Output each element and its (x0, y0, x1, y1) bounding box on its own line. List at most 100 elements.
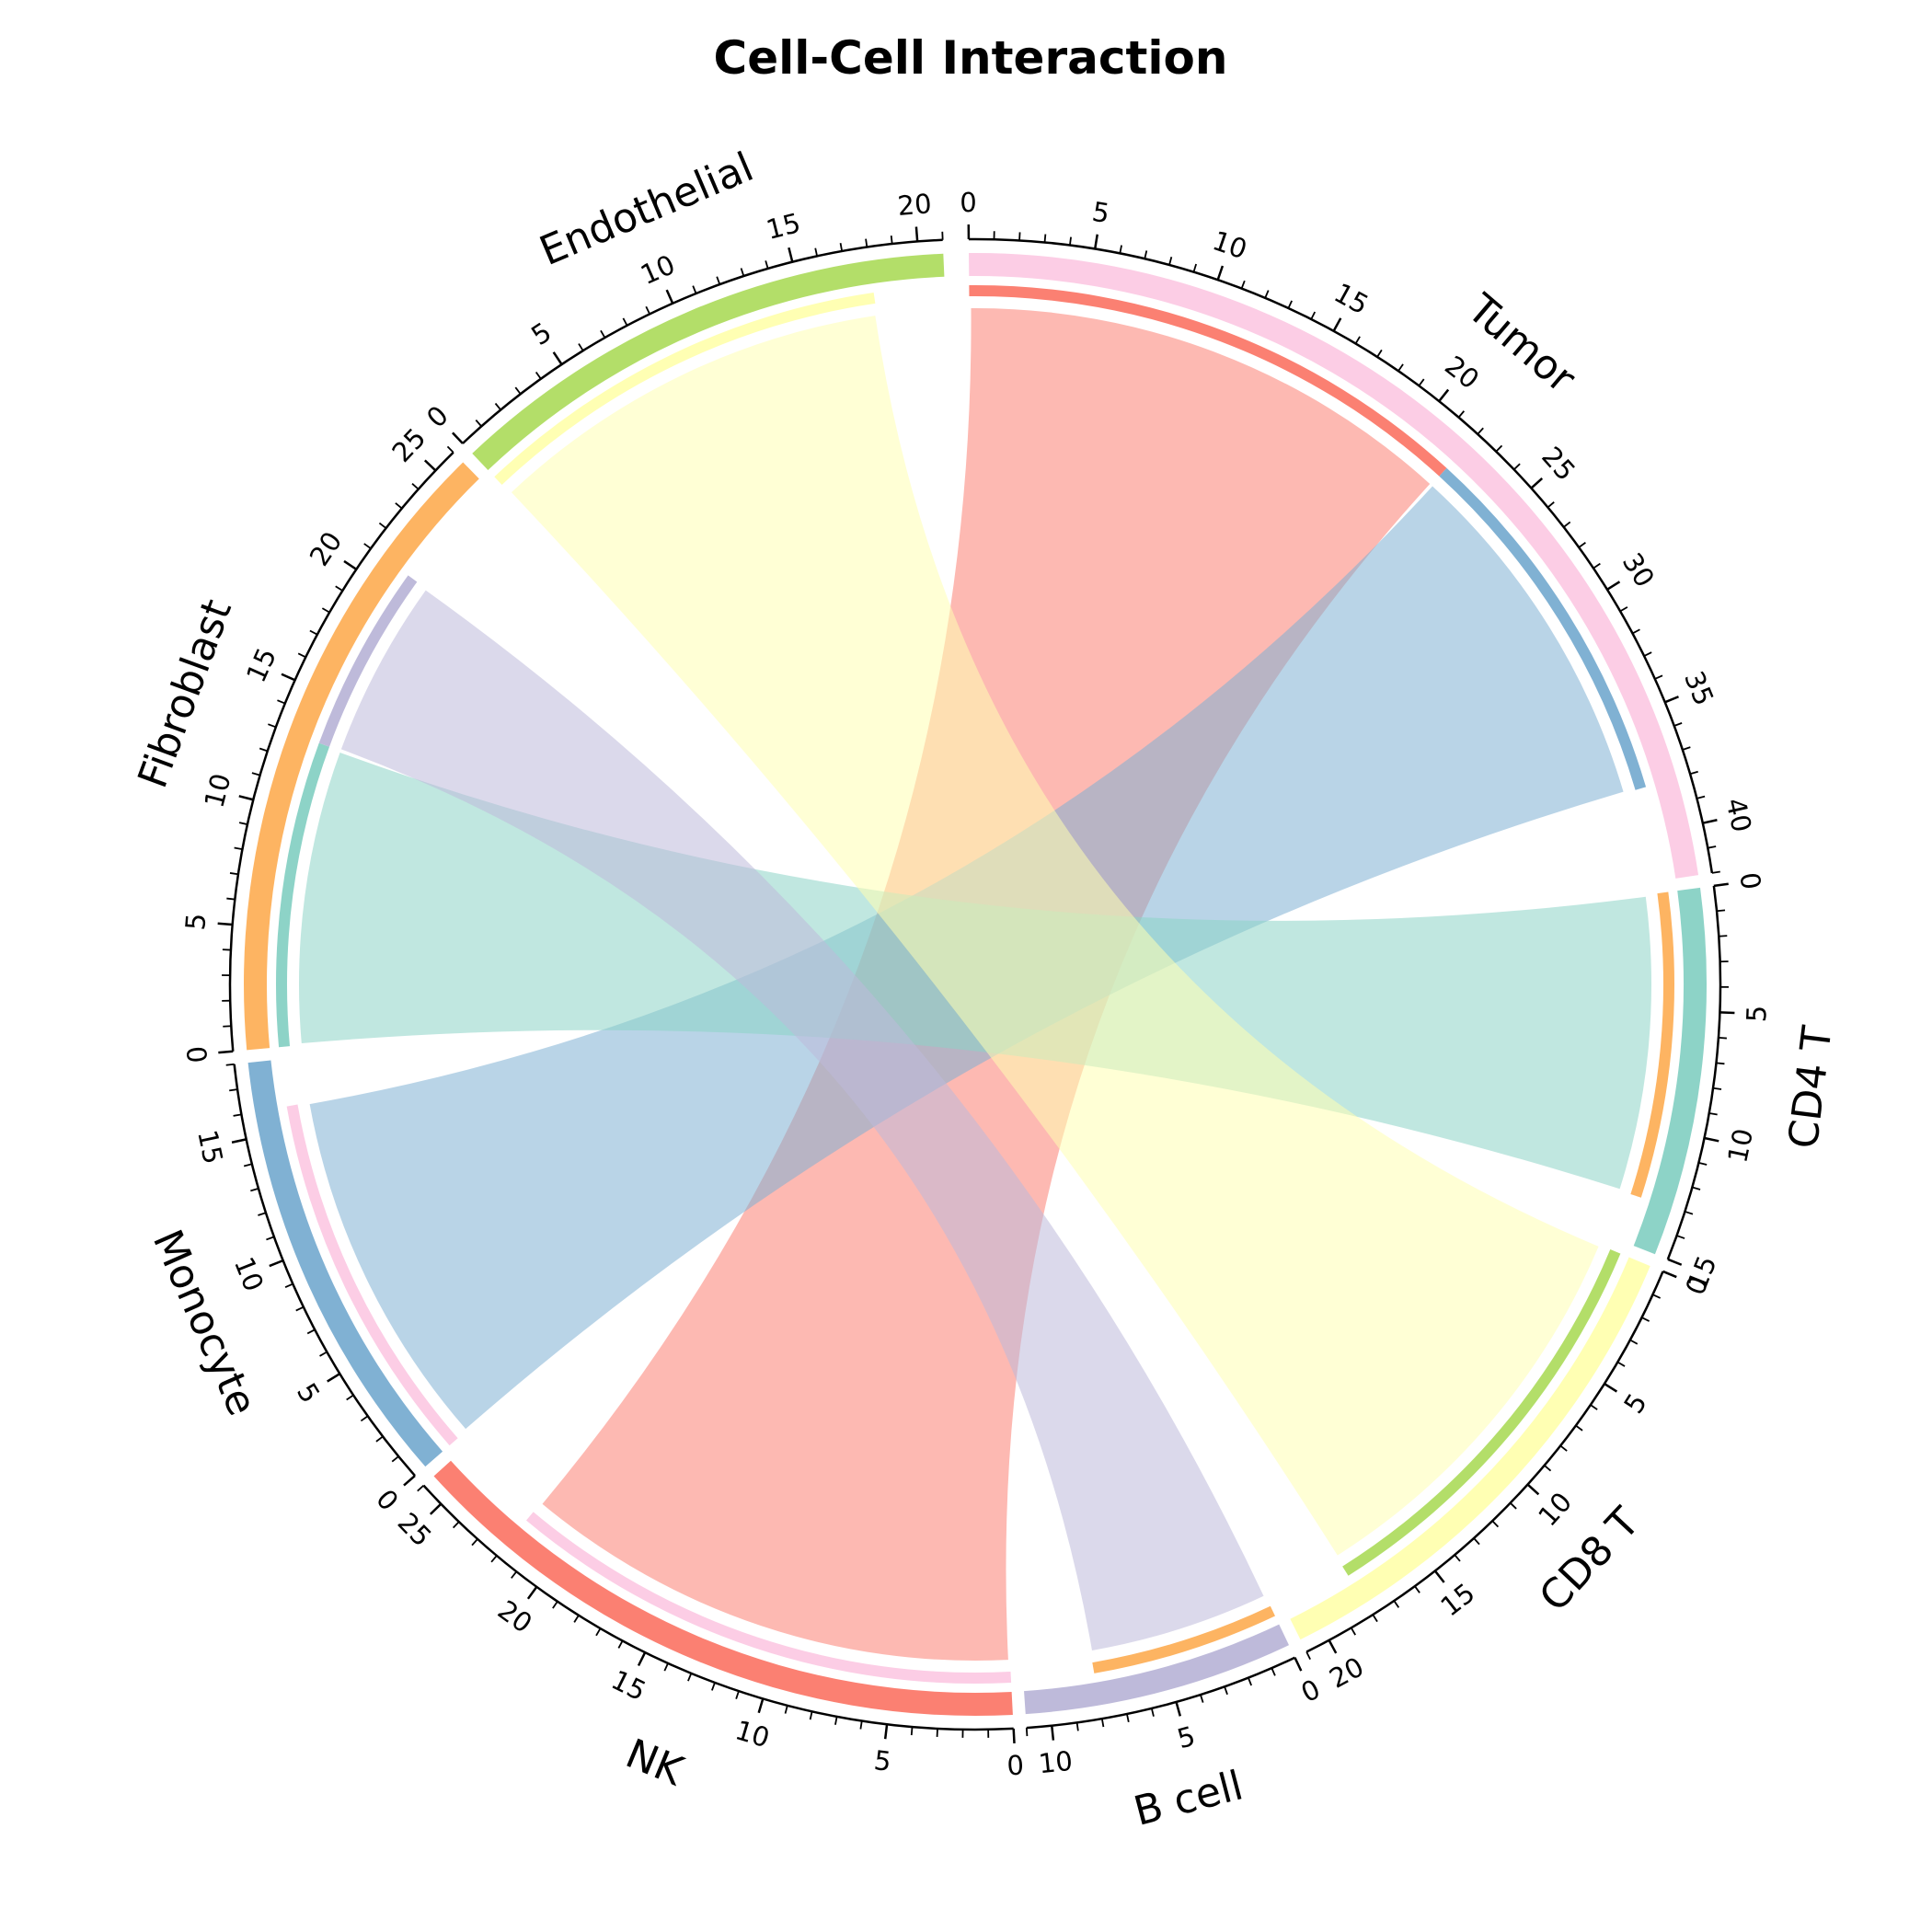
minor-tick (1689, 770, 1698, 776)
minor-tick (595, 1627, 602, 1637)
minor-tick (600, 329, 606, 339)
major-tick (1604, 1382, 1618, 1393)
minor-tick (375, 1435, 384, 1443)
minor-tick (573, 1615, 580, 1623)
minor-tick (1512, 463, 1521, 471)
sector-label-endothelial: Endothelial (533, 144, 760, 275)
minor-tick (306, 1328, 316, 1335)
minor-tick (1248, 1677, 1252, 1686)
major-tick (1662, 1270, 1677, 1279)
minor-tick (1559, 1444, 1568, 1452)
major-tick (552, 351, 563, 365)
tick-label-tumor: 40 (1719, 795, 1757, 834)
minor-tick (1575, 1424, 1583, 1432)
tick-label-tumor: 0 (960, 187, 977, 218)
minor-tick (1692, 1186, 1701, 1190)
major-tick (1012, 1728, 1016, 1743)
minor-tick (1682, 746, 1691, 751)
tick-label-tumor: 25 (1535, 441, 1581, 487)
axis-line-monocyte (233, 1064, 416, 1477)
minor-tick (622, 317, 628, 327)
major-tick (1530, 477, 1544, 489)
major-tick (1704, 1136, 1719, 1143)
axis-line-tumor (968, 237, 1714, 874)
tick-label-fibroblast: 0 (180, 1045, 213, 1064)
axis-line-b-cell (1026, 1656, 1295, 1730)
tick-label-tumor: 5 (1090, 196, 1112, 230)
link-fibroblast-b-cell (340, 590, 1264, 1650)
minor-tick (1477, 427, 1484, 435)
major-tick (788, 247, 794, 263)
tick-label-cd8-t: 10 (1532, 1486, 1578, 1532)
tick-label-endothelial: 10 (636, 248, 680, 291)
major-tick (1438, 388, 1450, 402)
minor-tick (1716, 1062, 1725, 1065)
tick-label-monocyte: 15 (191, 1127, 229, 1167)
minor-tick (1712, 1087, 1722, 1090)
minor-tick (1350, 1627, 1356, 1636)
minor-tick (1696, 795, 1706, 799)
tick-label-fibroblast: 5 (179, 912, 212, 931)
sector-band-tumor (969, 252, 1699, 879)
minor-tick (1119, 245, 1122, 254)
major-tick (1051, 1725, 1055, 1741)
minor-tick (1641, 1317, 1650, 1322)
tick-label-b-cell: 5 (1174, 1720, 1199, 1755)
major-tick (452, 431, 464, 444)
tick-label-tumor: 20 (1439, 350, 1485, 396)
minor-tick (809, 1711, 813, 1720)
tick-label-endothelial: 5 (525, 316, 557, 352)
minor-tick (578, 343, 584, 351)
minor-tick (1150, 1708, 1155, 1717)
tick-label-tumor: 10 (1209, 224, 1251, 265)
minor-tick (910, 1727, 914, 1736)
minor-tick (839, 243, 844, 252)
minor-tick (229, 872, 239, 876)
minor-tick (1144, 250, 1148, 259)
sector-band-fibroblast (244, 462, 479, 1051)
minor-tick (1043, 234, 1047, 243)
minor-tick (1547, 501, 1555, 509)
minor-tick (1676, 1235, 1685, 1239)
tick-label-nk: 10 (731, 1714, 773, 1754)
major-tick (1328, 1639, 1338, 1654)
tick-label-cd4-t: 10 (1721, 1126, 1759, 1166)
major-tick (327, 1373, 341, 1383)
minor-tick (1025, 1728, 1029, 1737)
minor-tick (363, 543, 372, 549)
major-tick (403, 1475, 416, 1487)
sector-label-b-cell: B cell (1129, 1762, 1248, 1835)
tick-label-b-cell: 10 (1037, 1745, 1074, 1780)
tick-label-fibroblast: 15 (240, 643, 282, 687)
major-tick (269, 1259, 284, 1268)
minor-tick (645, 305, 650, 315)
minor-tick (890, 236, 893, 245)
minor-tick (284, 1282, 293, 1289)
major-tick (1093, 234, 1099, 249)
minor-tick (1168, 257, 1173, 266)
tick-label-tumor: 35 (1678, 667, 1719, 710)
minor-tick (514, 386, 522, 395)
minor-tick (1271, 1667, 1276, 1676)
minor-tick (233, 1113, 242, 1117)
axis-line-endothelial (462, 238, 943, 444)
minor-tick (765, 260, 769, 270)
minor-tick (395, 502, 403, 510)
tick-label-nk: 5 (872, 1744, 892, 1777)
minor-tick (711, 1682, 716, 1691)
sector-label-nk: NK (619, 1731, 691, 1796)
minor-tick (1473, 1537, 1480, 1546)
major-tick (1667, 1258, 1683, 1266)
minor-tick (309, 629, 318, 636)
minor-tick (1673, 722, 1683, 727)
minor-tick (446, 445, 454, 454)
minor-tick (1305, 1651, 1311, 1660)
tick-label-nk: 20 (492, 1594, 538, 1639)
minor-tick (1718, 1037, 1727, 1040)
minor-tick (617, 1640, 624, 1649)
link-endothelial-cd8-t (511, 316, 1599, 1556)
sector-band-b-cell (1024, 1624, 1289, 1715)
minor-tick (1643, 651, 1652, 657)
minor-tick (1376, 349, 1383, 358)
